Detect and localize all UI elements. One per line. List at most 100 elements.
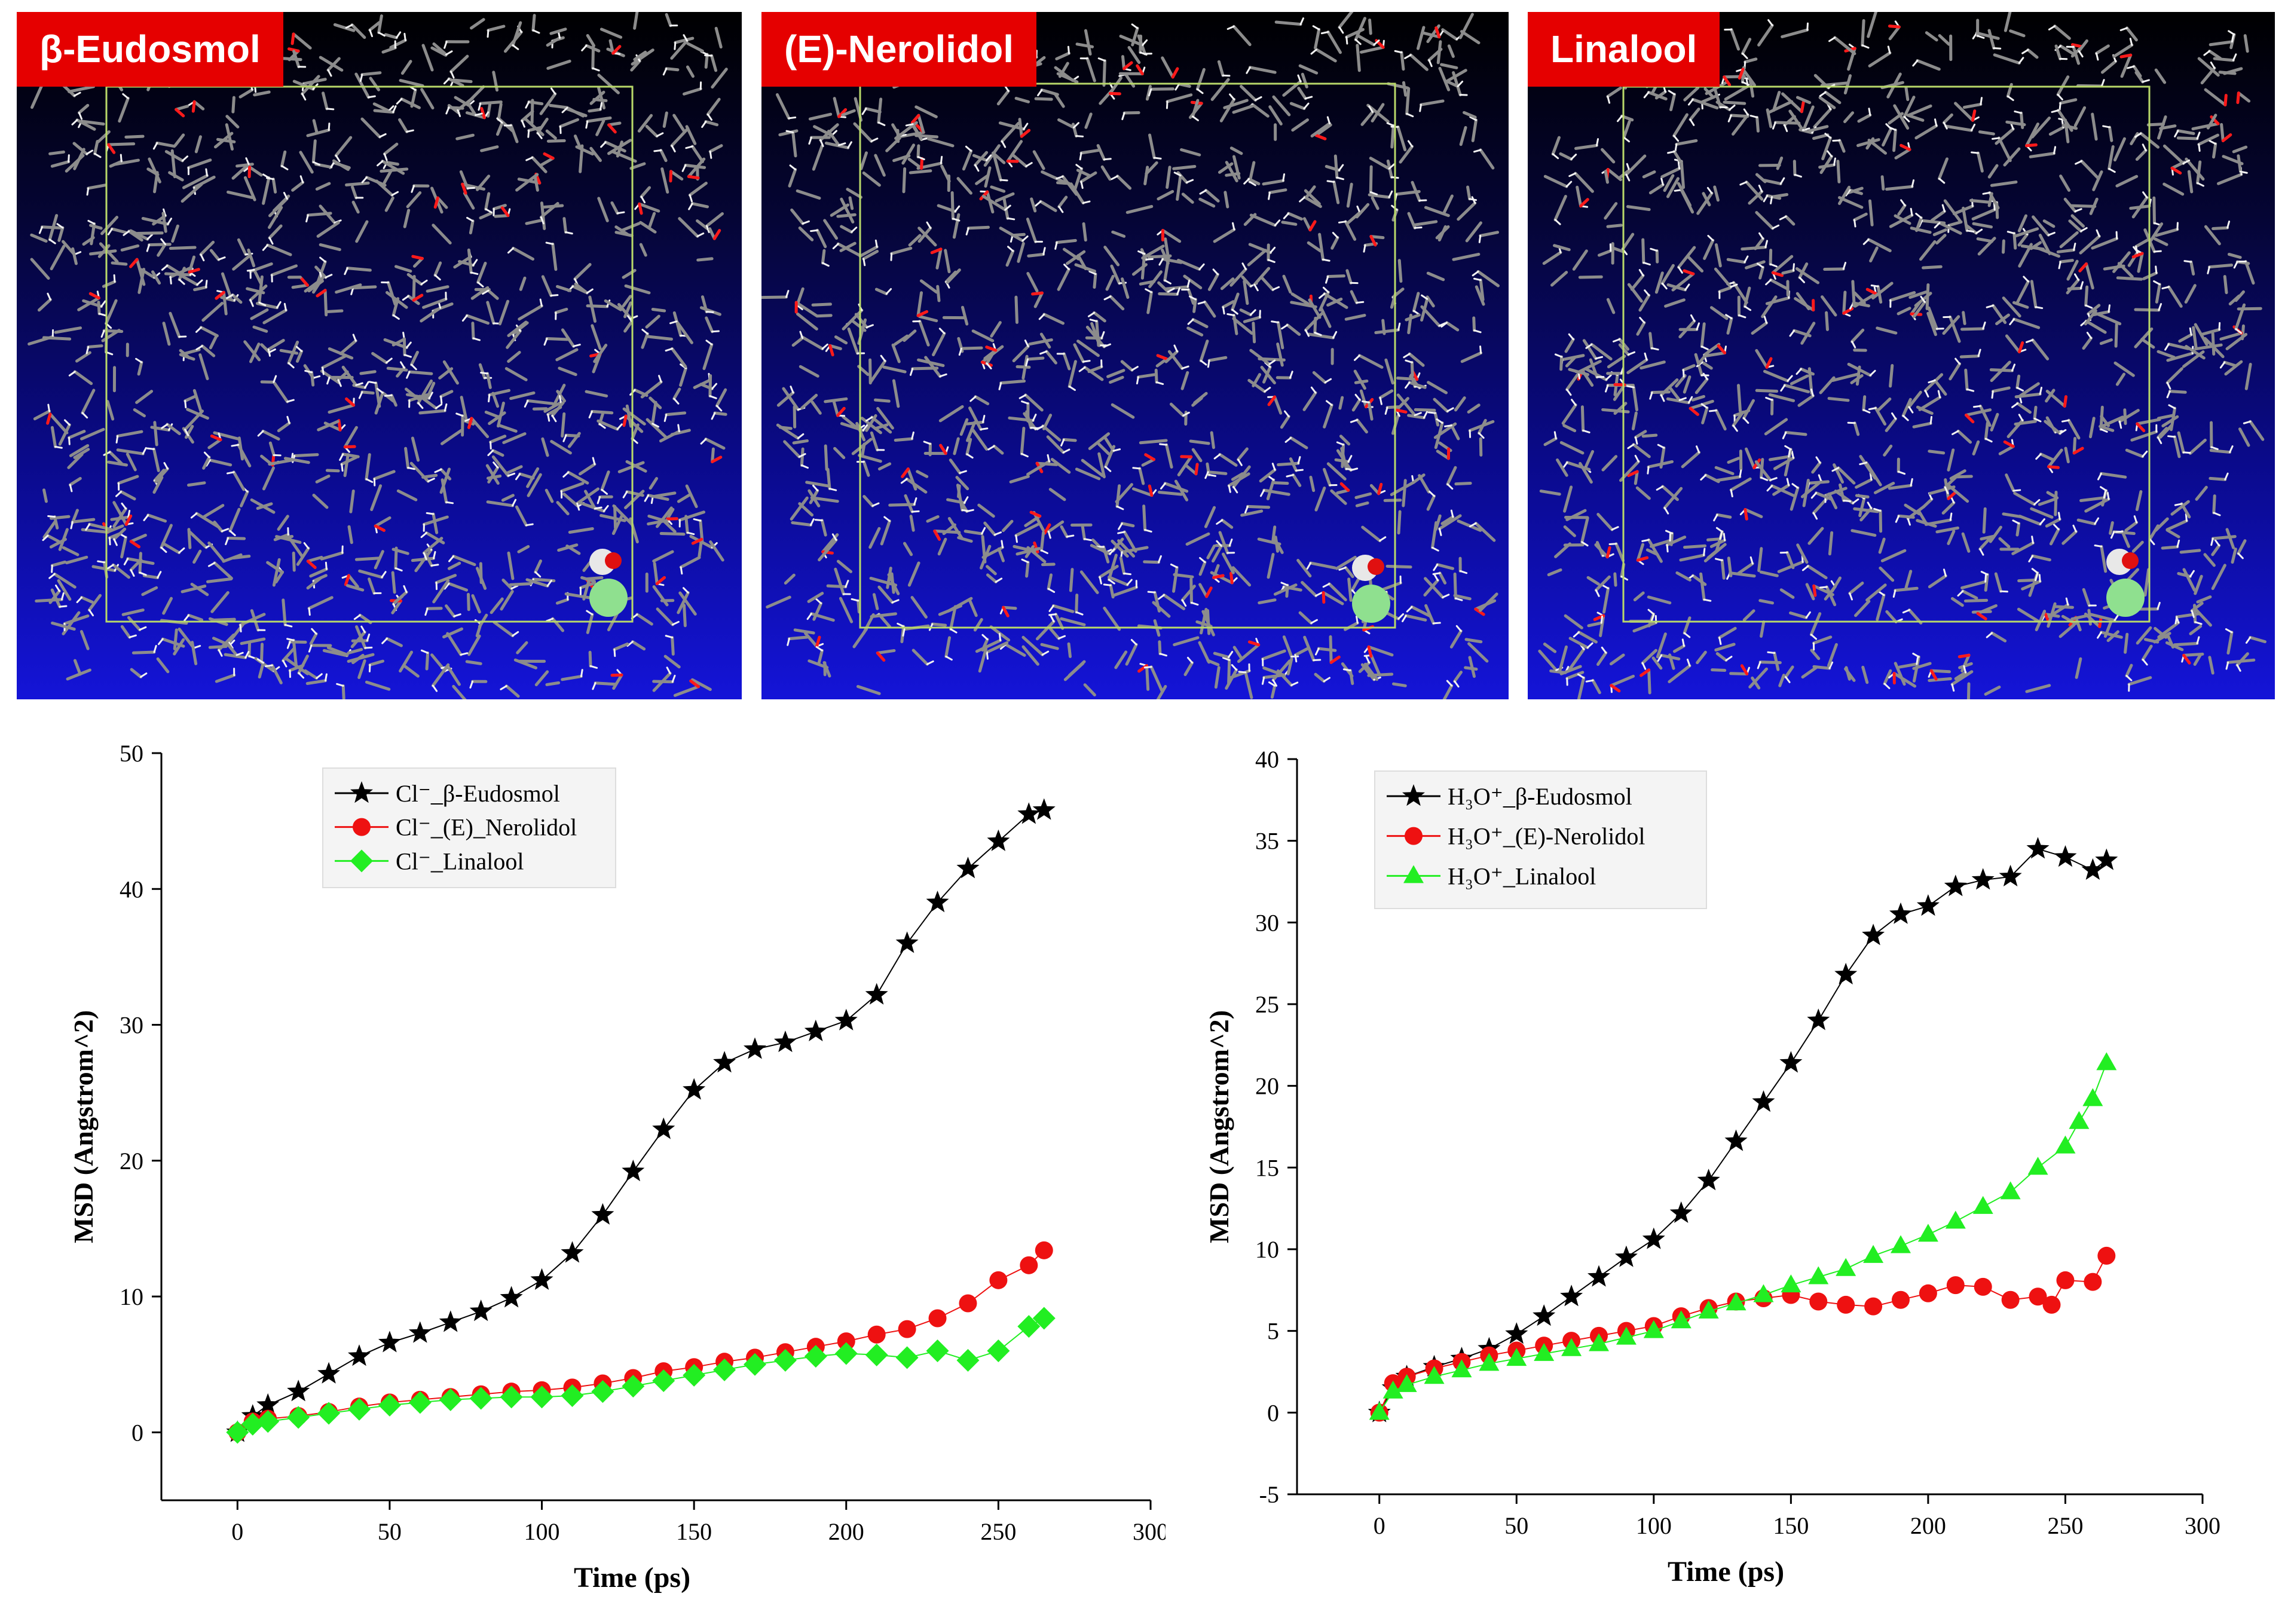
data-point xyxy=(1945,1210,1966,1229)
data-point xyxy=(256,1410,280,1433)
x-tick-label: 200 xyxy=(828,1518,864,1545)
data-point xyxy=(683,1363,706,1387)
data-point xyxy=(1032,1307,1056,1330)
data-point xyxy=(1919,1284,1937,1302)
x-tick-label: 300 xyxy=(2185,1512,2220,1539)
data-point xyxy=(1779,1051,1803,1073)
data-point xyxy=(989,1271,1008,1289)
data-point xyxy=(1451,1359,1472,1378)
stick-network xyxy=(27,12,728,699)
data-point xyxy=(1834,962,1858,984)
data-point xyxy=(1809,1292,1828,1311)
legend-entry: Cl⁻_(E)_Nerolidol xyxy=(396,814,577,841)
data-point xyxy=(683,1078,706,1100)
series-line xyxy=(1378,1255,2108,1413)
data-point xyxy=(1588,1265,1610,1287)
ion-spheres xyxy=(2106,549,2145,617)
legend: Cl⁻_β-Eudosmol Cl⁻_(E)_Nerolidol Cl⁻_Linal… xyxy=(322,767,616,888)
data-point xyxy=(1506,1348,1527,1366)
data-point xyxy=(2081,858,2105,880)
y-tick-label: 0 xyxy=(1267,1399,1279,1426)
data-point xyxy=(713,1358,736,1381)
data-point xyxy=(1889,902,1912,924)
data-point xyxy=(317,1402,341,1425)
data-point xyxy=(652,1369,675,1392)
data-point xyxy=(1698,1300,1719,1319)
data-point xyxy=(1916,894,1940,916)
legend-entry: H₃O⁺_β-Eudosmol xyxy=(1448,783,1632,810)
data-point xyxy=(773,1348,797,1372)
data-point xyxy=(1560,1284,1583,1307)
data-point xyxy=(348,1397,371,1421)
data-point xyxy=(1726,1292,1746,1311)
data-point xyxy=(1697,1169,1720,1191)
x-tick-label: 50 xyxy=(1504,1512,1528,1539)
y-tick-label: 40 xyxy=(1255,746,1279,773)
x-tick-label: 0 xyxy=(1374,1512,1385,1539)
data-point xyxy=(1837,1295,1855,1314)
data-point xyxy=(1917,1224,1938,1242)
x-tick-label: 100 xyxy=(1636,1512,1672,1539)
data-point xyxy=(1533,1304,1556,1326)
data-point xyxy=(865,983,888,1005)
panel-label-eudosmol: β-Eudosmol xyxy=(17,12,283,87)
y-axis-title: MSD (Angstrom^2) xyxy=(1204,1010,1234,1243)
data-point xyxy=(1891,1235,1911,1253)
data-point xyxy=(1017,1315,1041,1338)
data-point xyxy=(2095,848,2118,870)
y-tick-label: 30 xyxy=(120,1012,143,1039)
simulation-box xyxy=(859,82,1396,629)
data-point xyxy=(1589,1333,1609,1351)
ion-spheres xyxy=(589,549,628,617)
data-point xyxy=(241,1412,264,1436)
data-point xyxy=(926,1339,949,1362)
x-tick-label: 300 xyxy=(1133,1518,1166,1545)
legend-entry: Cl⁻_β-Eudosmol xyxy=(396,780,560,807)
legend-box xyxy=(1374,770,1707,909)
data-point xyxy=(1972,1195,1993,1214)
data-point xyxy=(1643,1320,1664,1338)
molecule-cloud-eudosmol xyxy=(27,12,728,699)
data-point xyxy=(2082,1088,2103,1106)
legend-entry: H₃O⁺_(E)-Nerolidol xyxy=(1448,823,1645,850)
data-point xyxy=(500,1386,523,1409)
data-point xyxy=(1781,1274,1801,1293)
data-point xyxy=(2042,1295,2061,1314)
data-point xyxy=(744,1037,766,1059)
stick-network xyxy=(1538,12,2267,699)
x-tick-label: 50 xyxy=(378,1518,402,1545)
data-point xyxy=(2000,1181,2021,1200)
data-point xyxy=(956,1348,980,1372)
x-axis-title: Time (ps) xyxy=(1668,1556,1784,1588)
data-point xyxy=(622,1375,645,1398)
data-point xyxy=(622,1160,645,1182)
data-point xyxy=(287,1406,310,1429)
data-point xyxy=(834,1342,858,1365)
chloride-sphere xyxy=(1352,585,1390,623)
x-tick-label: 250 xyxy=(980,1518,1016,1545)
msd-chart-chloride-svg: 0 50 100 150 200 250 300 0 10 20 30 40 50 Time (ps) MS… xyxy=(68,740,1166,1594)
data-point xyxy=(2029,1287,2047,1306)
data-point xyxy=(2056,1271,2075,1289)
y-tick-label: 20 xyxy=(1255,1073,1279,1100)
data-point xyxy=(2097,1246,2116,1265)
data-point xyxy=(1863,1244,1884,1263)
data-point xyxy=(2069,1111,2090,1129)
x-tick-label: 0 xyxy=(231,1518,243,1545)
y-tick-label: 50 xyxy=(120,740,143,767)
data-point xyxy=(1944,874,1967,897)
y-tick-label: 10 xyxy=(120,1283,143,1310)
data-point xyxy=(1369,1402,1390,1420)
snapshot-panel-linalool: Linalool xyxy=(1528,12,2275,699)
molecule-cloud-linalool xyxy=(1538,12,2267,699)
data-point xyxy=(378,1331,401,1353)
y-tick-label: 35 xyxy=(1255,828,1279,855)
data-point xyxy=(256,1393,280,1415)
panel-label-nerolidol: (E)-Nerolidol xyxy=(761,12,1036,87)
data-point xyxy=(1382,1380,1403,1399)
data-point xyxy=(1505,1322,1528,1344)
data-point xyxy=(2054,845,2077,867)
data-point xyxy=(987,829,1010,851)
data-point xyxy=(928,1309,947,1328)
data-point xyxy=(837,1332,855,1351)
